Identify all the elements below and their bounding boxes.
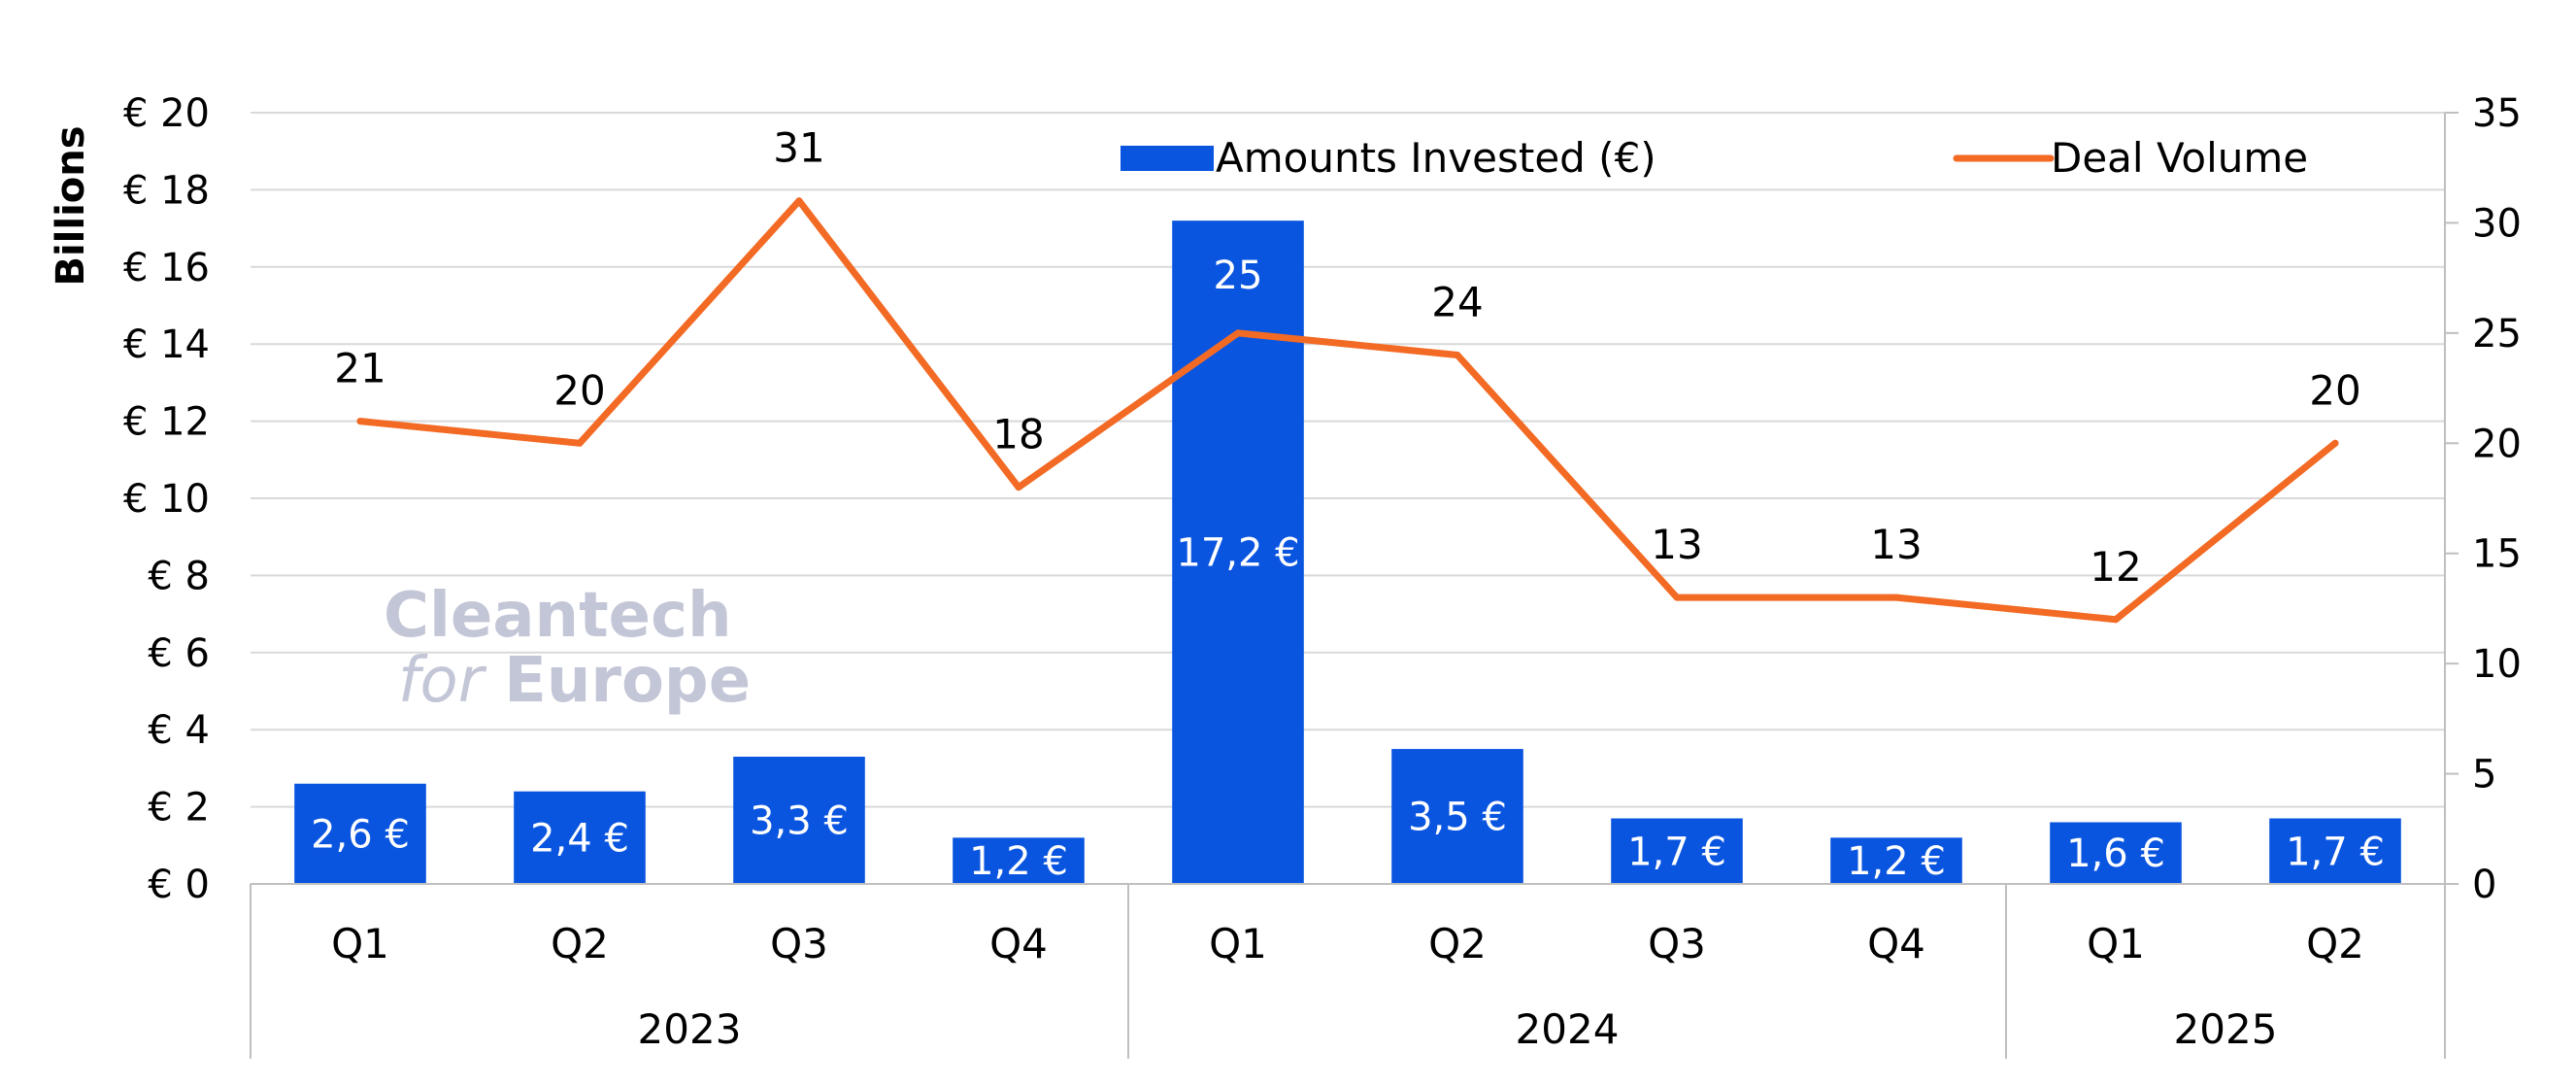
y-right-tick-label: 20	[2472, 422, 2522, 466]
line-point	[1673, 594, 1681, 601]
y-right-tick-label: 25	[2472, 312, 2522, 356]
x-group-label: 2024	[1516, 1005, 1620, 1053]
line-layer	[356, 197, 2339, 624]
line-value-label: 25	[1214, 254, 1263, 298]
watermark-for: for	[398, 645, 487, 717]
line-value-label: 12	[2090, 543, 2141, 591]
x-category-label: Q2	[1428, 920, 1487, 967]
bar	[514, 791, 646, 884]
y-left-tick-label: € 20	[123, 91, 210, 136]
bars-layer	[294, 221, 2401, 884]
bar-value-label: 1,7 €	[1627, 830, 1726, 874]
bar	[1611, 818, 1743, 884]
line-point	[2331, 439, 2339, 447]
line-value-label: 24	[1431, 279, 1483, 326]
y-right-tick-label: 15	[2472, 532, 2522, 577]
x-category-label: Q3	[770, 920, 828, 967]
bar	[733, 756, 865, 884]
bar-value-label: 17,2 €	[1176, 531, 1299, 576]
y-left-tick-label: € 10	[123, 477, 210, 522]
axes-layer: € 0 € 2 € 4 € 6 € 8 € 10 € 12 € 14 € 16 € 18 € 20 0…	[123, 91, 2522, 1059]
line-point	[1015, 484, 1022, 492]
line-value-label: 31	[773, 124, 824, 172]
y-left-tick-label: € 8	[148, 554, 210, 598]
bar	[1391, 749, 1523, 884]
x-category-label: Q1	[1209, 920, 1267, 967]
x-category-label: Q2	[2306, 920, 2364, 967]
bar-value-label: 1,7 €	[2286, 830, 2385, 874]
x-category-label: Q1	[2087, 920, 2145, 967]
bar-value-label: 3,3 €	[750, 798, 849, 843]
line-point	[576, 439, 584, 447]
watermark-logo: Cleantech for Europe	[384, 580, 751, 717]
bar-value-label: 1,6 €	[2066, 831, 2165, 876]
legend-label-deal-volume: Deal Volume	[2051, 134, 2308, 182]
line-point	[2112, 616, 2120, 624]
y-right-tick-label: 10	[2472, 642, 2522, 687]
y-left-tick-label: € 16	[123, 246, 210, 290]
x-category-label: Q1	[331, 920, 389, 967]
bar-value-label: 2,4 €	[530, 816, 629, 861]
labels-layer: 2,6 € 2,4 € 3,3 € 1,2 € 17,2 € 3,5 € 1,7 € 1,2 …	[311, 124, 2385, 884]
y-left-tick-label: € 18	[123, 168, 210, 213]
line-point	[1892, 594, 1900, 601]
bar	[953, 837, 1085, 884]
bar-value-label: 1,2 €	[1847, 839, 1946, 884]
x-category-label: Q4	[1867, 920, 1925, 967]
y-left-tick-label: € 12	[123, 400, 210, 445]
line-value-label: 18	[992, 411, 1044, 458]
line-value-label: 20	[2309, 366, 2360, 414]
bar-value-label: 2,6 €	[311, 812, 410, 857]
y-right-tick-label: 30	[2472, 201, 2522, 246]
x-category-label: Q3	[1648, 920, 1706, 967]
legend: Amounts Invested (€) Deal Volume	[1121, 134, 2308, 182]
legend-label-amounts: Amounts Invested (€)	[1216, 134, 1656, 182]
line-value-label: 13	[1870, 521, 1922, 568]
line-value-label: 20	[553, 366, 605, 414]
x-category-label: Q4	[989, 920, 1048, 967]
line-value-label: 13	[1651, 521, 1702, 568]
y-right-tick-label: 5	[2472, 753, 2496, 798]
bar	[2269, 818, 2401, 884]
x-group-label: 2023	[638, 1005, 742, 1053]
x-category-label: Q2	[551, 920, 609, 967]
line-point	[1454, 352, 1461, 359]
watermark-line-2: for Europe	[398, 645, 751, 717]
y-left-tick-label: € 2	[148, 786, 210, 831]
bar-value-label: 3,5 €	[1408, 796, 1507, 840]
y-left-tick-label: € 0	[148, 863, 210, 907]
y-left-tick-label: € 6	[148, 631, 210, 676]
y-left-tick-label: € 4	[148, 708, 210, 753]
y-axis-title: Billions	[49, 125, 93, 286]
y-right-tick-label: 35	[2472, 91, 2522, 136]
line-point	[356, 418, 364, 425]
line-point	[1234, 329, 1242, 337]
bar-value-label: 1,2 €	[969, 839, 1068, 884]
y-left-tick-label: € 14	[123, 322, 210, 367]
gridlines	[251, 112, 2445, 808]
line-value-label: 21	[334, 345, 385, 392]
x-group-label: 2025	[2174, 1005, 2278, 1053]
watermark-line-1: Cleantech	[384, 580, 732, 652]
watermark-europe: Europe	[504, 645, 751, 717]
y-right-tick-label: 0	[2472, 863, 2496, 907]
line-point	[795, 197, 803, 205]
bar	[294, 783, 426, 884]
bar	[1830, 837, 1962, 884]
legend-swatch-amounts	[1121, 146, 1214, 171]
bar	[2050, 822, 2182, 884]
line-series-deal-volume	[356, 197, 2339, 624]
